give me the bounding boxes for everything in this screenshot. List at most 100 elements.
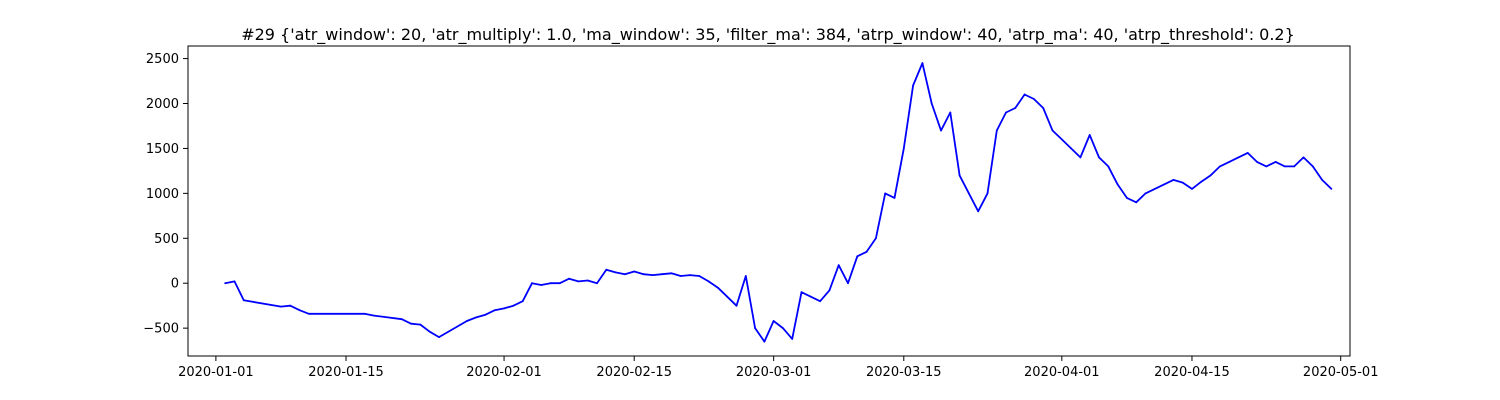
data-point (744, 275, 747, 277)
plot-area (224, 62, 1333, 343)
data-point (1274, 161, 1277, 163)
data-point (754, 327, 756, 329)
data-point (242, 299, 245, 302)
data-point (521, 300, 524, 303)
data-point (1330, 188, 1333, 190)
data-point (1172, 179, 1175, 181)
x-axis: 2020-01-01 2020-01-15 2020-02-01 2020-02-15… (178, 356, 1378, 380)
data-point (1246, 152, 1249, 154)
data-point (800, 291, 803, 294)
data-point (1051, 129, 1054, 132)
data-point (503, 307, 505, 310)
data-point (484, 313, 487, 316)
data-point (819, 300, 821, 303)
chart-title: #29 {'atr_window': 20, 'atr_multiply': 1… (241, 25, 1295, 45)
data-point (958, 174, 961, 177)
data-point (549, 282, 552, 285)
data-point (1107, 165, 1110, 168)
data-point (586, 279, 589, 282)
data-point (1284, 165, 1286, 168)
data-point (782, 327, 784, 329)
data-point (493, 309, 496, 312)
x-tick-label: 2020-04-15 (1154, 365, 1230, 380)
data-point (837, 264, 840, 267)
data-point (568, 277, 570, 280)
data-point (1079, 156, 1082, 159)
data-point (828, 289, 831, 292)
y-tick-label: 2500 (146, 52, 179, 67)
data-point (1135, 201, 1138, 204)
data-point (1042, 107, 1045, 109)
data-point (884, 192, 887, 195)
data-point (540, 284, 543, 286)
data-point (419, 323, 422, 326)
data-point (400, 318, 403, 321)
data-point (289, 304, 292, 307)
data-point (726, 295, 729, 298)
y-tick-label: 1000 (146, 187, 179, 202)
x-tick-label: 2020-03-15 (866, 365, 942, 380)
data-point (1209, 174, 1212, 177)
data-point (875, 237, 877, 240)
data-point (921, 62, 924, 64)
data-point (1219, 165, 1221, 168)
data-point (1060, 138, 1063, 141)
data-point (986, 192, 989, 195)
data-point (791, 338, 794, 340)
data-point (1144, 192, 1147, 195)
data-point (717, 286, 719, 289)
data-point (642, 273, 645, 276)
data-point (466, 320, 468, 322)
axes-frame (187, 45, 1351, 357)
data-point (1126, 197, 1128, 199)
data-point (624, 273, 626, 276)
data-point (363, 312, 366, 315)
data-point (605, 268, 608, 271)
data-point (763, 340, 766, 343)
x-tick-label: 2020-02-01 (466, 365, 542, 380)
data-point (661, 273, 663, 276)
x-tick-label: 2020-02-15 (596, 365, 672, 380)
data-point (1228, 161, 1231, 163)
data-point (1098, 156, 1100, 159)
data-point (707, 280, 710, 283)
data-point (428, 330, 431, 333)
data-point (893, 197, 896, 199)
data-point (475, 316, 478, 319)
data-point (1088, 134, 1091, 136)
data-point (577, 280, 580, 283)
data-point (847, 282, 849, 285)
data-point (1070, 147, 1072, 150)
x-tick-label: 2020-03-01 (736, 365, 812, 380)
data-point (1200, 180, 1203, 183)
data-point (1014, 107, 1017, 109)
data-point (1005, 111, 1007, 114)
y-tick-label: 500 (154, 232, 179, 247)
data-point (809, 295, 812, 298)
y-tick-label: 1500 (146, 142, 179, 157)
data-point (438, 336, 440, 338)
data-point (233, 280, 236, 283)
data-point (1321, 179, 1323, 181)
data-point (949, 111, 952, 114)
data-point (1311, 165, 1314, 168)
data-point (614, 271, 617, 274)
data-point (224, 282, 227, 285)
y-tick-label: 0 (171, 277, 179, 292)
data-point (902, 147, 905, 150)
data-point (940, 129, 942, 132)
data-point (512, 304, 515, 307)
data-point (1153, 188, 1156, 190)
data-point (865, 250, 868, 253)
y-tick-label: −500 (143, 322, 179, 337)
data-point (968, 192, 970, 195)
x-tick-label: 2020-05-01 (1303, 365, 1379, 380)
data-point (1302, 156, 1305, 159)
data-point (1163, 183, 1165, 186)
x-tick-label: 2020-04-01 (1024, 365, 1100, 380)
data-point (1256, 161, 1258, 163)
data-point (1293, 165, 1296, 168)
data-point (1181, 181, 1184, 184)
